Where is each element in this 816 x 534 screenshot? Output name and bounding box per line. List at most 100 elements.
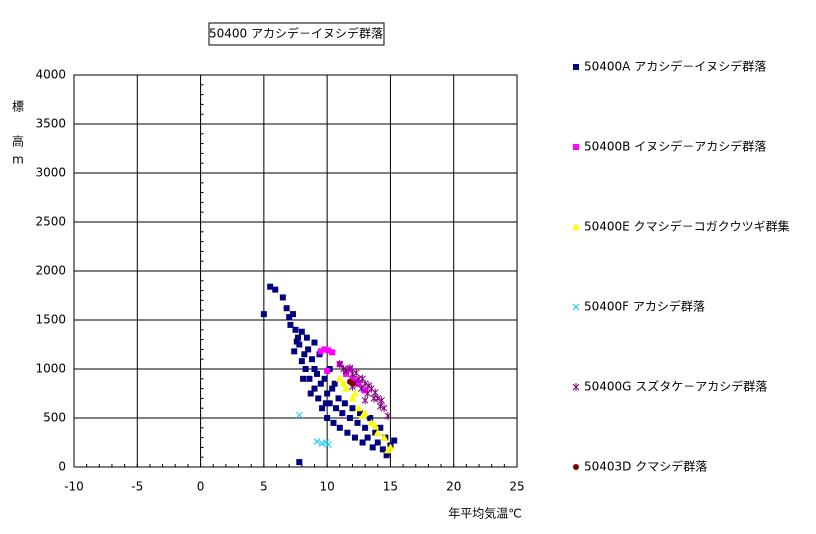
marker — [354, 404, 363, 412]
marker — [350, 389, 359, 397]
marker — [298, 358, 305, 365]
marker — [365, 381, 373, 390]
marker — [335, 395, 342, 402]
marker — [311, 366, 318, 372]
marker — [380, 433, 389, 441]
y-tick-label: 1500 — [35, 313, 66, 327]
marker — [317, 348, 324, 355]
marker — [391, 437, 398, 444]
marker — [318, 440, 326, 447]
marker — [354, 419, 361, 426]
marker — [376, 402, 384, 411]
marker — [352, 368, 360, 377]
marker — [572, 303, 580, 311]
marker — [329, 385, 336, 392]
marker — [319, 405, 326, 412]
marker — [357, 410, 364, 417]
marker — [308, 356, 315, 363]
marker — [346, 415, 353, 421]
marker — [272, 286, 279, 293]
x-tick-label: 25 — [509, 480, 524, 494]
marker — [292, 326, 299, 333]
marker — [314, 370, 321, 377]
legend-label: 50400F アカシデ群落 — [584, 299, 705, 314]
marker — [369, 444, 376, 451]
marker — [367, 418, 376, 426]
marker — [572, 223, 580, 230]
marker — [339, 410, 346, 417]
marker — [307, 390, 314, 397]
marker — [296, 459, 303, 466]
title-box — [208, 22, 385, 46]
marker — [340, 365, 347, 373]
marker — [384, 412, 392, 421]
y-tick-label: 3000 — [35, 166, 66, 180]
x-axis-label: 年平均気温℃ — [448, 506, 521, 521]
marker — [267, 283, 274, 290]
marker — [324, 390, 331, 397]
y-axis-label: 標 — [12, 100, 24, 114]
x-tick-label: 15 — [383, 480, 398, 494]
marker — [573, 64, 579, 70]
marker — [329, 349, 336, 356]
marker — [372, 429, 379, 436]
marker — [300, 375, 307, 382]
x-tick-label: 0 — [197, 480, 205, 494]
marker — [573, 144, 579, 150]
marker — [291, 348, 298, 355]
marker — [573, 464, 579, 470]
marker — [301, 351, 308, 358]
legend-label: 50403D クマシデ群落 — [584, 459, 707, 474]
marker — [342, 384, 351, 392]
marker — [362, 424, 369, 431]
marker — [295, 411, 303, 419]
marker — [326, 400, 333, 407]
x-tick-label: -5 — [131, 480, 143, 494]
marker — [346, 364, 354, 373]
marker — [306, 375, 313, 382]
marker — [333, 405, 340, 412]
marker — [287, 321, 294, 328]
marker — [293, 338, 300, 345]
marker — [324, 367, 331, 374]
marker — [341, 400, 348, 407]
marker — [351, 434, 358, 441]
marker — [286, 314, 293, 321]
marker — [298, 328, 305, 335]
marker — [324, 415, 331, 421]
marker — [335, 374, 344, 382]
legend-label: 50400A アカシデ－イヌシデ群落 — [584, 59, 766, 74]
marker — [383, 446, 392, 454]
marker — [313, 438, 321, 445]
marker — [283, 305, 290, 312]
marker — [321, 375, 328, 382]
marker — [370, 394, 378, 403]
marker — [260, 311, 267, 318]
marker — [336, 424, 343, 431]
marker — [344, 429, 351, 436]
marker — [302, 366, 309, 372]
x-tick-label: 5 — [260, 480, 268, 494]
marker — [339, 379, 348, 387]
marker — [305, 346, 312, 353]
legend-label: 50400E クマシデ－コガクウツギ群集 — [584, 219, 790, 234]
y-tick-label: 0 — [58, 460, 66, 474]
marker — [349, 375, 356, 382]
marker — [380, 404, 388, 413]
chart-title: 50400 アカシデ－イヌシデ群落 — [209, 26, 383, 41]
marker — [371, 388, 379, 397]
marker — [349, 380, 356, 387]
marker — [348, 394, 357, 402]
y-axis-label: 高 — [12, 134, 24, 149]
y-tick-label: 2000 — [35, 264, 66, 278]
marker — [317, 380, 324, 387]
marker — [331, 380, 338, 387]
marker — [378, 396, 385, 405]
marker — [367, 415, 374, 421]
marker — [357, 384, 365, 393]
marker — [361, 396, 369, 405]
marker — [379, 446, 386, 453]
marker — [364, 389, 371, 398]
y-axis-label: m — [12, 153, 24, 167]
